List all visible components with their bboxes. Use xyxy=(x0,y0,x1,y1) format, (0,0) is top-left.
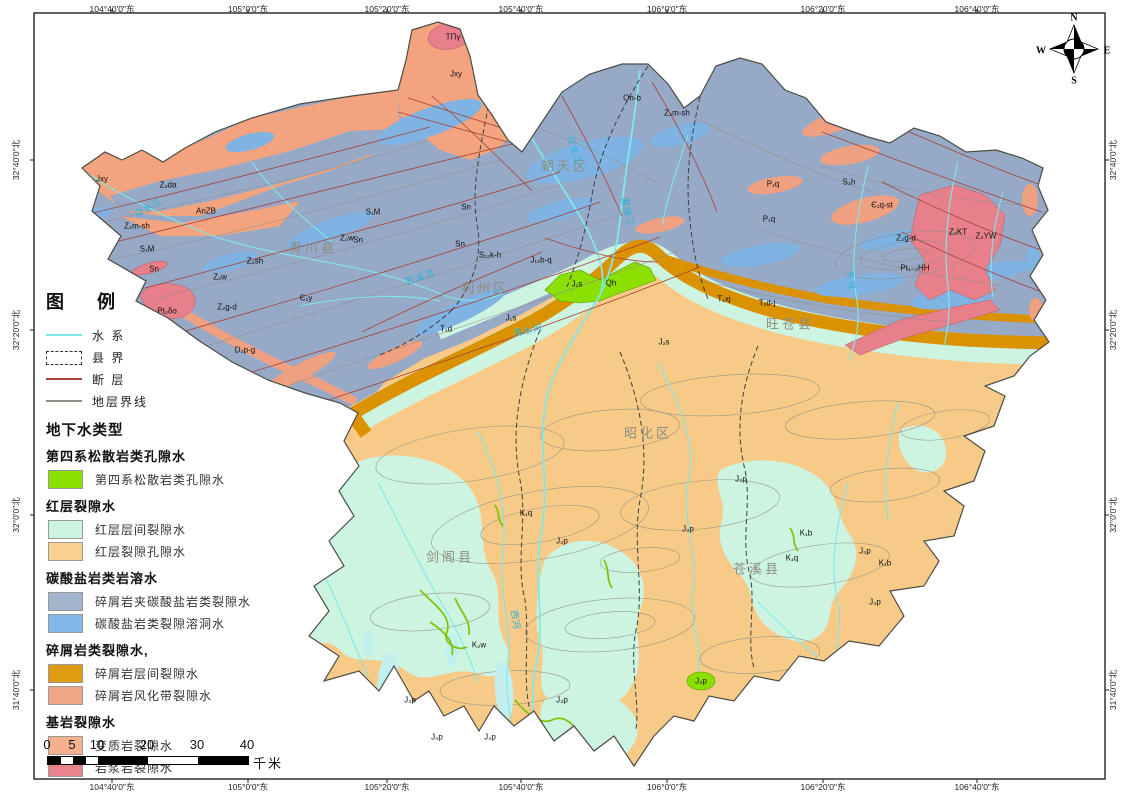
scale-segment xyxy=(60,757,73,764)
legend-line-stroke xyxy=(46,334,82,336)
bottom-coordinate-label: 106°0'0"东 xyxy=(646,782,688,792)
compass-e-label: E xyxy=(1103,45,1111,57)
scale-segment xyxy=(73,757,86,764)
legend-groups: 第四系松散岩类孔隙水 第四系松散岩类孔隙水 红层裂隙水 红层层间裂隙水 红层裂隙孔隙水碳… xyxy=(46,446,296,778)
legend-swatch-label: 红层层间裂隙水 xyxy=(95,522,187,537)
legend-swatch-label: 碎屑岩层间裂隙水 xyxy=(95,666,200,681)
legend-color-swatch xyxy=(48,541,83,561)
bottom-coordinate-label: 106°40'0"东 xyxy=(954,782,1000,792)
legend-color-swatch xyxy=(48,735,83,755)
legend-line-stroke xyxy=(46,400,82,402)
legend-swatch-label: 碳酸盐岩类裂隙溶洞水 xyxy=(95,616,226,631)
right-coordinate-label: 32°40'0"北 xyxy=(1108,139,1118,181)
legend-swatch-item: 碎屑岩风化带裂隙水 xyxy=(48,684,296,706)
legend-line-swatch xyxy=(46,350,82,365)
legend-line-swatch xyxy=(46,372,82,386)
legend-color-swatch xyxy=(48,469,83,489)
legend-color-swatch xyxy=(48,591,83,611)
legend-line-item: 地层界线 xyxy=(46,390,296,412)
legend-color-swatch xyxy=(48,663,83,683)
legend-swatch-item: 碎屑岩层间裂隙水 xyxy=(48,662,296,684)
groundwater-types-title: 地下水类型 xyxy=(46,423,124,439)
legend-group-header: 第四系松散岩类孔隙水 xyxy=(46,449,187,464)
legend-group-header: 红层裂隙水 xyxy=(46,499,117,514)
legend-line-item: 水 系 xyxy=(46,324,296,346)
left-coordinate-label: 32°20'0"北 xyxy=(11,309,21,351)
top-coordinate-label: 106°0'0"东 xyxy=(646,4,688,14)
legend: 图 例 水 系县 界断 层地层界线 地下水类型 第四系松散岩类孔隙水 第四系松散岩… xyxy=(46,288,296,778)
legend-swatch-label: 第四系松散岩类孔隙水 xyxy=(95,472,226,487)
scale-segment xyxy=(148,757,198,764)
scale-segment xyxy=(198,757,248,764)
scale-tick-label: 10 xyxy=(89,737,105,752)
right-coordinate-label: 31°40'0"北 xyxy=(1108,669,1118,711)
legend-line-swatch xyxy=(46,394,82,408)
legend-swatch-item: 碳酸盐岩类裂隙溶洞水 xyxy=(48,612,296,634)
legend-line-swatch xyxy=(46,328,82,342)
legend-line-label: 县 界 xyxy=(92,350,126,365)
legend-group-header: 碳酸盐岩类岩溶水 xyxy=(46,571,159,586)
scale-tick-label: 30 xyxy=(189,737,205,752)
bottom-coordinate-label: 105°40'0"东 xyxy=(498,782,544,792)
legend-color-swatch xyxy=(48,519,83,539)
legend-line-item: 县 界 xyxy=(46,346,296,368)
scale-bar-strip xyxy=(47,756,249,765)
legend-swatch-item: 第四系松散岩类孔隙水 xyxy=(48,468,296,490)
legend-swatch-label: 变质岩裂隙水 xyxy=(95,738,174,753)
bottom-coordinate-label: 104°40'0"东 xyxy=(89,782,135,792)
left-coordinate-label: 31°40'0"北 xyxy=(11,669,21,711)
left-coordinate-label: 32°40'0"北 xyxy=(11,139,21,181)
legend-group-header: 基岩裂隙水 xyxy=(46,715,117,730)
county-boundary-swatch xyxy=(46,351,82,365)
top-coordinate-label: 105°40'0"东 xyxy=(498,4,544,14)
legend-color-swatch xyxy=(48,685,83,705)
legend-swatch-label: 碎屑岩夹碳酸盐岩类裂隙水 xyxy=(95,594,252,609)
top-coordinate-label: 105°20'0"东 xyxy=(364,4,410,14)
legend-color-swatch xyxy=(48,613,83,633)
legend-swatch-label: 碎屑岩风化带裂隙水 xyxy=(95,688,213,703)
left-coordinate-label: 32°0'0"北 xyxy=(11,497,21,533)
top-coordinate-label: 105°0'0"东 xyxy=(227,4,269,14)
top-coordinate-label: 106°20'0"东 xyxy=(800,4,846,14)
compass-w-label: W xyxy=(1036,45,1046,57)
top-coordinate-label: 104°40'0"东 xyxy=(89,4,135,14)
compass-n-label: N xyxy=(1070,12,1078,24)
scale-tick-label: 5 xyxy=(68,737,76,752)
legend-swatch-item: 红层层间裂隙水 xyxy=(48,518,296,540)
scale-segment xyxy=(85,757,98,764)
right-coordinate-label: 32°0'0"北 xyxy=(1108,497,1118,533)
compass-rose xyxy=(1048,23,1100,75)
bottom-coordinate-label: 105°20'0"东 xyxy=(364,782,410,792)
compass-s-label: S xyxy=(1071,75,1077,87)
legend-line-label: 水 系 xyxy=(92,328,126,343)
legend-group-header: 碎屑岩类裂隙水, xyxy=(46,643,149,658)
region-outline xyxy=(81,21,1050,768)
right-coordinate-label: 32°20'0"北 xyxy=(1108,309,1118,351)
bottom-coordinate-label: 106°20'0"东 xyxy=(800,782,846,792)
legend-swatch-item: 变质岩裂隙水 xyxy=(48,734,296,756)
legend-line-label: 断 层 xyxy=(92,372,126,387)
legend-swatch-item: 碎屑岩夹碳酸盐岩类裂隙水 xyxy=(48,590,296,612)
legend-line-label: 地层界线 xyxy=(92,394,149,409)
legend-line-stroke xyxy=(46,378,82,380)
legend-line-item: 断 层 xyxy=(46,368,296,390)
legend-swatch-label: 红层裂隙孔隙水 xyxy=(95,544,187,559)
scale-tick-label: 20 xyxy=(139,737,155,752)
legend-title: 图 例 xyxy=(46,292,130,312)
legend-swatch-item: 红层裂隙孔隙水 xyxy=(48,540,296,562)
scale-bar-unit: 千米 xyxy=(253,756,284,771)
scale-segment xyxy=(98,757,148,764)
top-coordinate-label: 106°40'0"东 xyxy=(954,4,1000,14)
map-frame xyxy=(30,9,1109,783)
scale-bar: 0 5 10 20 30 40 千米 xyxy=(43,737,305,773)
scale-tick-label: 40 xyxy=(239,737,255,752)
scale-segment xyxy=(48,757,61,764)
scale-tick-label: 0 xyxy=(43,737,51,752)
bottom-coordinate-label: 105°0'0"东 xyxy=(227,782,269,792)
legend-line-items: 水 系县 界断 层地层界线 xyxy=(46,324,296,412)
